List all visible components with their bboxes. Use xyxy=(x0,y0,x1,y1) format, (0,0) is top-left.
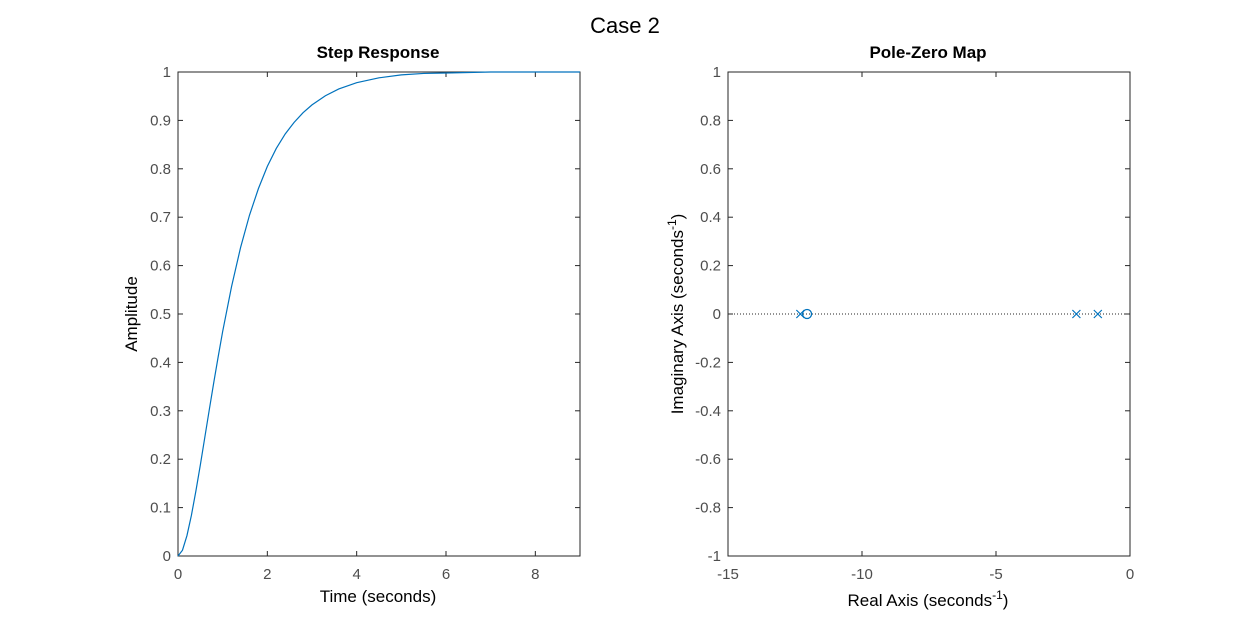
pole-zero-markers xyxy=(795,308,1103,320)
step-response-ylabel: Amplitude xyxy=(122,276,141,352)
step-response-panel: Step Response 0 2 4 6 8 0 0.1 0.2 0.3 0.4 0.5 0.6 0.… xyxy=(122,43,581,606)
step-response-ytick-label: 0.9 xyxy=(150,112,171,129)
step-response-ytick-label: 0 xyxy=(163,548,171,565)
step-response-title: Step Response xyxy=(317,43,440,62)
pole-zero-ylabel: Imaginary Axis (seconds-1) xyxy=(665,214,687,415)
step-response-ytick-label: 0.3 xyxy=(150,403,171,420)
step-response-ytick-label: 1 xyxy=(163,64,171,81)
zero-marker xyxy=(801,308,813,320)
step-response-xtick-label: 6 xyxy=(442,566,450,583)
pole-zero-ytick-label: -1 xyxy=(708,548,721,565)
figure-title: Case 2 xyxy=(590,13,660,38)
step-response-ytick-label: 0.5 xyxy=(150,306,171,323)
pole-zero-xlabel: Real Axis (seconds-1) xyxy=(848,588,1009,610)
pole-zero-ytick-label: 0.4 xyxy=(700,209,721,226)
pole-zero-xtick-label: -15 xyxy=(717,566,739,583)
pole-zero-ytick-label: 1 xyxy=(713,64,721,81)
step-response-ytick-label: 0.7 xyxy=(150,209,171,226)
pole-zero-ytick-label: 0.8 xyxy=(700,112,721,129)
pole-zero-ytick-label: -0.4 xyxy=(695,403,721,420)
step-response-axes-box xyxy=(177,71,581,557)
step-response-series-line xyxy=(177,71,580,557)
step-response-ticks: 0 2 4 6 8 0 0.1 0.2 0.3 0.4 0.5 0.6 0.7 0.8 0.9 1 xyxy=(150,64,580,583)
step-response-xtick-label: 2 xyxy=(263,566,271,583)
step-response-xtick-label: 4 xyxy=(352,566,360,583)
pole-zero-panel: Pole-Zero Map -15 -10 -5 0 -1 -0.8 -0.6 -0.4 -0.… xyxy=(665,43,1134,610)
pole-zero-xtick-label: -10 xyxy=(851,566,873,583)
step-response-xlabel: Time (seconds) xyxy=(320,587,437,606)
pole-marker xyxy=(1071,309,1081,319)
step-response-xtick-label: 8 xyxy=(531,566,539,583)
pole-zero-xtick-label: 0 xyxy=(1126,566,1134,583)
pole-zero-xtick-label: -5 xyxy=(989,566,1002,583)
pole-zero-title: Pole-Zero Map xyxy=(869,43,986,62)
pole-zero-ytick-label: 0.6 xyxy=(700,161,721,178)
step-response-xtick-label: 0 xyxy=(174,566,182,583)
pole-zero-ytick-label: 0 xyxy=(713,306,721,323)
step-response-ytick-label: 0.1 xyxy=(150,500,171,517)
step-response-ytick-label: 0.8 xyxy=(150,161,171,178)
pole-zero-ytick-label: 0.2 xyxy=(700,258,721,275)
pole-zero-ytick-label: -0.2 xyxy=(695,354,721,371)
step-response-ytick-label: 0.6 xyxy=(150,258,171,275)
pole-zero-ticks: -15 -10 -5 0 -1 -0.8 -0.6 -0.4 -0.2 0 0.2 0.4 0.6 0.8… xyxy=(695,64,1134,583)
pole-zero-ytick-label: -0.8 xyxy=(695,500,721,517)
pole-zero-ytick-label: -0.6 xyxy=(695,451,721,468)
step-response-ytick-label: 0.2 xyxy=(150,451,171,468)
step-response-ytick-label: 0.4 xyxy=(150,354,171,371)
pole-marker xyxy=(1093,309,1103,319)
